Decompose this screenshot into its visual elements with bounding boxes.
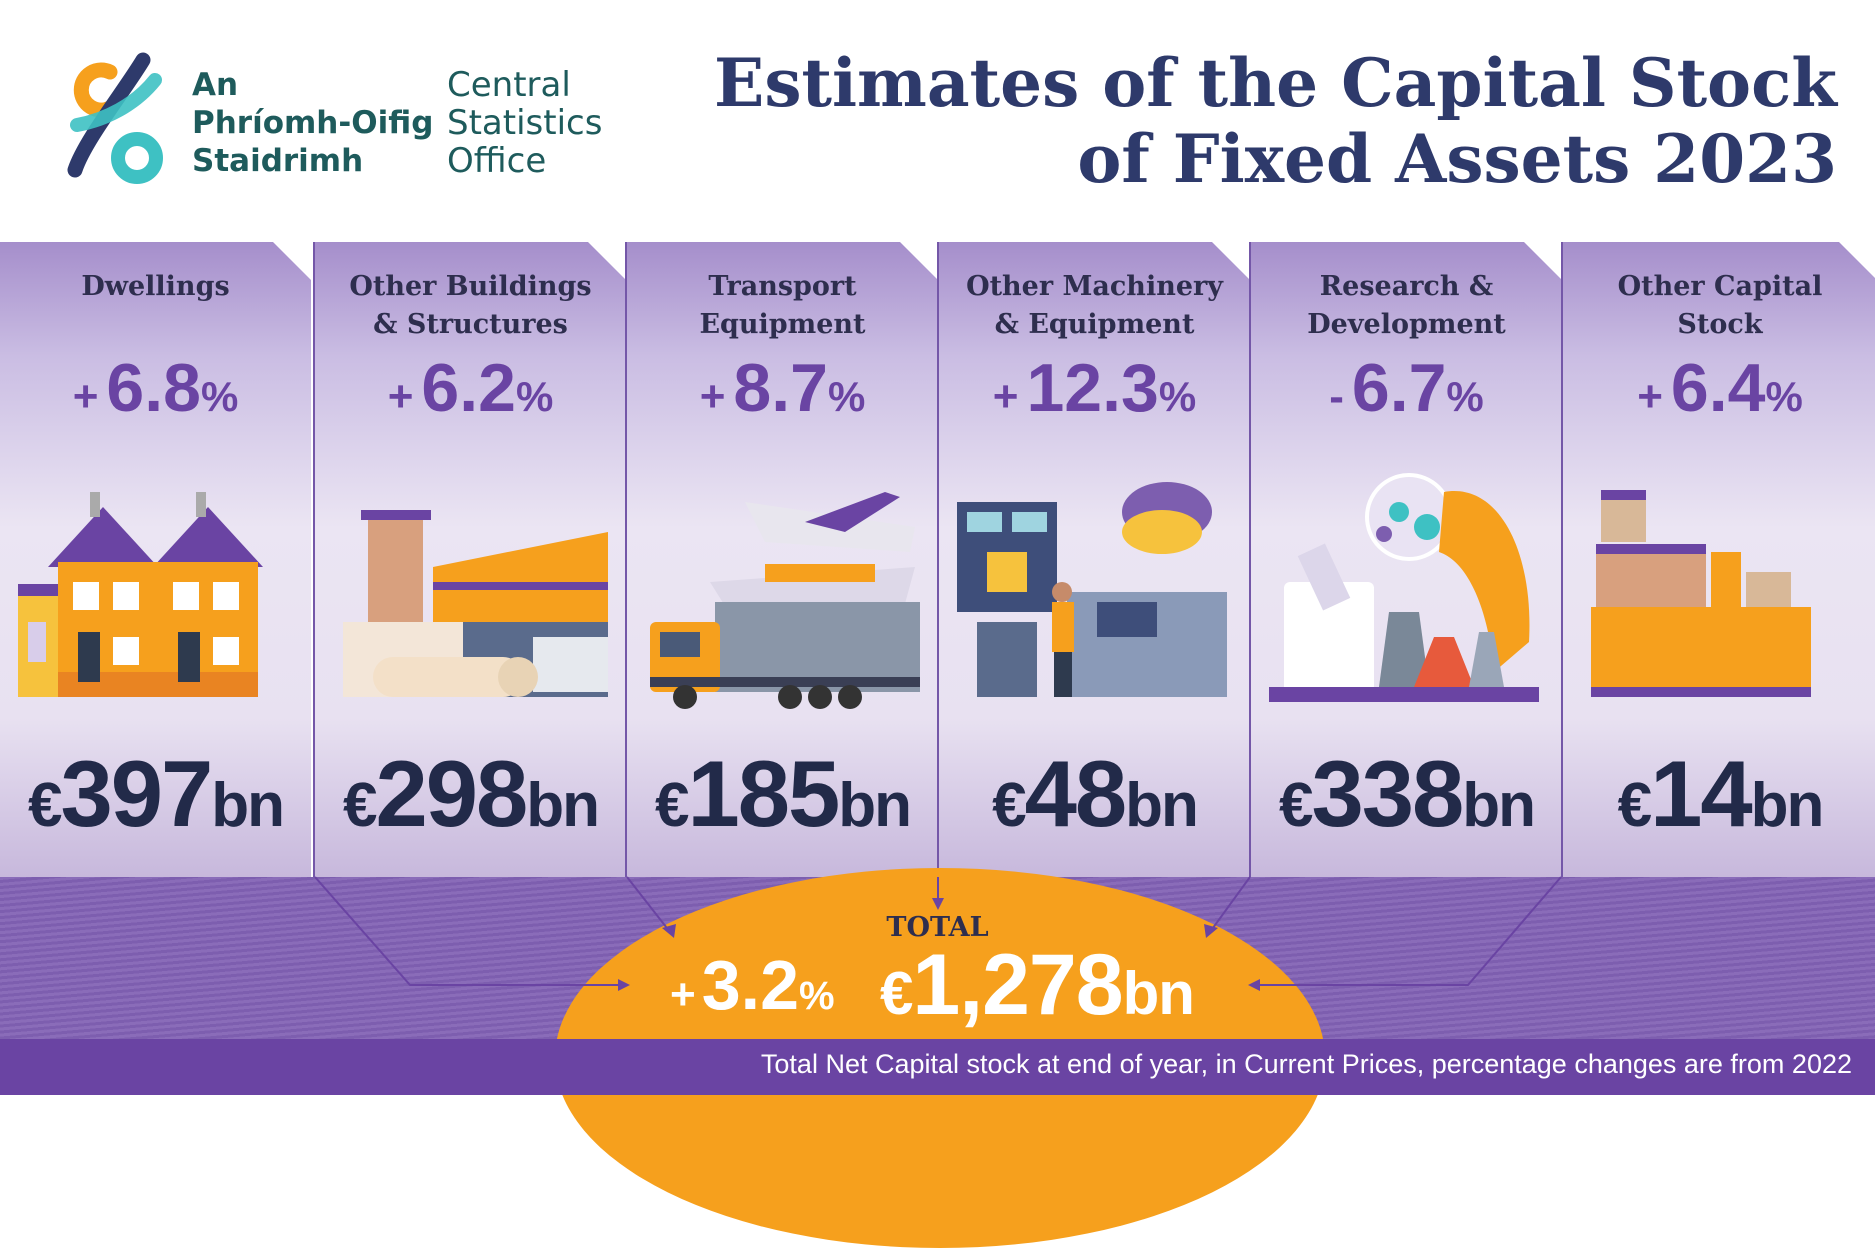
panel-value: €298bn [315,744,626,856]
page-title: Estimates of the Capital Stock of Fixed … [714,45,1837,197]
cso-logo-icon [67,52,163,184]
value-number: 397 [60,741,213,846]
panel-dwellings: Dwellings +6.8% €397bn [0,242,311,877]
org-name-irish: An Phríomh-Oifig Staidrimh [192,66,433,180]
panel-title: Other Buildings & Structures [315,268,626,344]
panel-title: Other Capital Stock [1563,268,1875,344]
panel-other-capital: Other Capital Stock +6.4% €14bn [1561,242,1875,877]
value-unit: bn [526,771,600,840]
change-value: 6.7 [1351,350,1447,426]
panel-title-text: Other Machinery & Equipment [966,271,1223,340]
value-unit: bn [1750,771,1825,840]
change-sign: + [1637,372,1663,421]
panel-transport: Transport Equipment +8.7% €185bn [625,242,938,877]
change-unit: % [1446,373,1484,420]
panel-value: €48bn [939,744,1250,856]
panel-change: +6.4% [1563,350,1875,435]
change-value: 6.8 [106,350,201,426]
containers-illustration [1591,490,1811,697]
total-value-unit: bn [1122,960,1195,1027]
houses-illustration [18,492,263,697]
total-change-sign: + [670,970,696,1019]
value-number: 14 [1650,741,1753,846]
value-number: 338 [1311,741,1464,846]
value-currency: € [992,771,1027,840]
industrial-buildings-illustration [343,510,608,697]
panel-title: Other Machinery & Equipment [939,268,1250,344]
panel-change: +12.3% [939,350,1250,435]
value-currency: € [1278,771,1314,840]
value-unit: bn [1462,771,1536,840]
panel-title-text: Transport Equipment [699,271,866,340]
panel-research: Research & Development -6.7% €338bn [1249,242,1562,877]
panel-value: €14bn [1563,744,1875,856]
panel-change: +6.8% [0,350,311,435]
change-sign: + [992,372,1019,421]
footer-bar: Total Net Capital stock at end of year, … [0,1039,1875,1095]
value-number: 48 [1024,741,1128,846]
panel-title-text: Research & Development [1307,271,1506,340]
change-unit: % [515,373,554,420]
change-value: 6.4 [1670,350,1766,426]
header: An Phríomh-Oifig Staidrimh Central Stati… [0,0,1875,240]
change-sign: - [1329,372,1344,421]
total-value: €1,278bn [880,937,1195,1039]
panel-other-buildings: Other Buildings & Structures +6.2% €298b… [313,242,626,877]
change-sign: + [699,372,726,421]
total-value-currency: € [880,960,913,1027]
panel-change: +6.2% [315,350,626,435]
transport-illustration [650,492,920,709]
panel-change: +8.7% [627,350,938,435]
org-name-english: Central Statistics Office [447,66,602,180]
panel-change: -6.7% [1251,350,1562,435]
panel-title-text: Other Capital Stock [1617,271,1823,340]
panel-value: €397bn [0,744,311,856]
panel-title: Transport Equipment [627,268,938,344]
value-unit: bn [838,771,912,840]
change-value: 6.2 [421,350,516,426]
total-change: +3.2% [670,940,835,1041]
laboratory-illustration [1269,473,1539,702]
title-line-2: of Fixed Assets 2023 [1077,120,1837,198]
org-irish-line-3: Staidrimh [192,143,364,179]
value-currency: € [654,771,690,840]
panel-value: €185bn [627,744,938,856]
total-change-value: 3.2 [701,946,800,1024]
org-english-line-2: Statistics [447,103,603,143]
title-line-1: Estimates of the Capital Stock [714,44,1837,122]
change-sign: + [387,372,414,421]
change-unit: % [200,373,239,420]
change-unit: % [1765,373,1803,420]
change-unit: % [827,373,866,420]
value-unit: bn [1125,771,1199,840]
panel-title: Research & Development [1251,268,1562,344]
value-currency: € [342,771,378,840]
total-change-unit: % [799,974,835,1018]
asset-panels: Dwellings +6.8% €397bn Other Buildings &… [0,242,1875,877]
panel-title: Dwellings [81,271,230,302]
change-value: 8.7 [733,350,828,426]
change-value: 12.3 [1026,350,1159,426]
org-irish-line-2: Phríomh-Oifig [192,105,434,141]
machinery-illustration [957,482,1227,697]
panel-value: €338bn [1251,744,1562,856]
value-currency: € [27,771,63,840]
value-number: 185 [687,741,840,846]
change-sign: + [72,372,99,421]
org-irish-line-1: An [192,67,239,103]
org-english-line-3: Office [447,141,547,181]
panel-title-text: Other Buildings & Structures [349,271,592,340]
value-unit: bn [211,771,285,840]
change-unit: % [1158,373,1197,420]
total-label: TOTAL [886,912,989,943]
footnote: Total Net Capital stock at end of year, … [760,1049,1852,1079]
value-number: 298 [375,741,528,846]
panel-machinery: Other Machinery & Equipment +12.3% €48bn [937,242,1250,877]
value-currency: € [1617,771,1653,840]
total-value-number: 1,278 [912,937,1123,1033]
org-english-line-1: Central [447,65,571,105]
